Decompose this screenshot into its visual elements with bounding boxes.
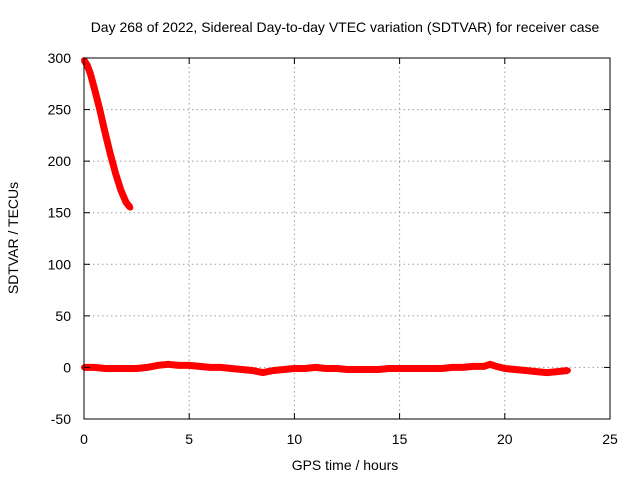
data-point: [217, 364, 224, 371]
data-point: [91, 364, 98, 371]
data-point: [112, 365, 119, 372]
y-tick-label: 200: [48, 153, 72, 169]
data-point: [417, 365, 424, 372]
data-point: [522, 367, 529, 374]
y-tick-label: 150: [48, 205, 72, 221]
data-point: [301, 365, 308, 372]
x-tick-label: 25: [602, 431, 618, 447]
data-point: [123, 199, 130, 206]
y-tick-label: 0: [63, 359, 71, 375]
data-point: [564, 367, 571, 374]
data-point: [102, 129, 108, 136]
x-tick-label: 0: [80, 431, 88, 447]
data-point: [249, 367, 256, 374]
y-axis-label: SDTVAR / TECUs: [5, 182, 21, 294]
data-point: [344, 366, 350, 373]
data-point: [280, 366, 287, 373]
x-axis-label: GPS time / hours: [292, 457, 399, 473]
data-point: [84, 62, 91, 69]
data-point: [428, 365, 435, 372]
chart-title: Day 268 of 2022, Sidereal Day-to-day VTE…: [91, 19, 600, 35]
data-point: [480, 363, 487, 370]
x-axis-ticks: 0 5 10 15 20 25: [80, 58, 618, 447]
data-point: [333, 365, 340, 372]
y-tick-label: 250: [48, 102, 72, 118]
data-point: [487, 361, 494, 368]
y-tick-label: 300: [48, 50, 72, 66]
data-point: [112, 170, 119, 177]
data-point: [228, 365, 235, 372]
data-point: [291, 365, 298, 372]
data-point: [449, 364, 456, 371]
x-tick-label: 10: [287, 431, 303, 447]
data-point: [543, 369, 550, 376]
x-tick-label: 5: [185, 431, 193, 447]
data-point: [238, 366, 245, 373]
data-point: [102, 365, 108, 372]
data-point: [144, 364, 151, 371]
data-point: [87, 70, 94, 77]
data-point: [123, 365, 130, 372]
data-point: [354, 366, 361, 373]
data-point: [386, 365, 393, 372]
data-point: [259, 369, 266, 376]
data-point: [554, 368, 561, 375]
x-tick-label: 15: [392, 431, 408, 447]
data-point: [512, 366, 519, 373]
data-point: [154, 362, 161, 369]
data-point: [396, 365, 403, 372]
data-point: [312, 364, 319, 371]
data-point: [375, 366, 382, 373]
y-tick-label: 100: [48, 256, 72, 272]
data-point: [117, 187, 124, 193]
data-point: [133, 365, 140, 372]
data-point: [127, 204, 134, 211]
data-point: [407, 365, 414, 372]
data-point: [196, 363, 203, 370]
grid-lines: [84, 58, 610, 419]
plot-frame: [83, 57, 611, 420]
data-point: [501, 365, 508, 372]
data-point: [459, 364, 466, 371]
series-layer: [81, 57, 571, 377]
y-tick-label: -50: [51, 411, 71, 427]
y-tick-label: 50: [55, 308, 71, 324]
data-point: [493, 363, 500, 370]
data-point: [470, 363, 477, 370]
data-point: [270, 367, 277, 374]
data-point: [107, 150, 114, 157]
data-point: [207, 364, 214, 371]
y-axis-ticks: -50 0 50 100 150 200 250 300: [48, 50, 610, 427]
data-point: [438, 365, 445, 372]
data-point: [533, 368, 540, 375]
data-point: [365, 366, 371, 373]
data-point: [96, 106, 103, 113]
x-tick-label: 20: [497, 431, 513, 447]
data-point: [91, 85, 98, 92]
data-point: [165, 361, 172, 368]
data-point: [175, 362, 182, 369]
data-point: [186, 362, 193, 369]
data-point: [323, 365, 329, 372]
